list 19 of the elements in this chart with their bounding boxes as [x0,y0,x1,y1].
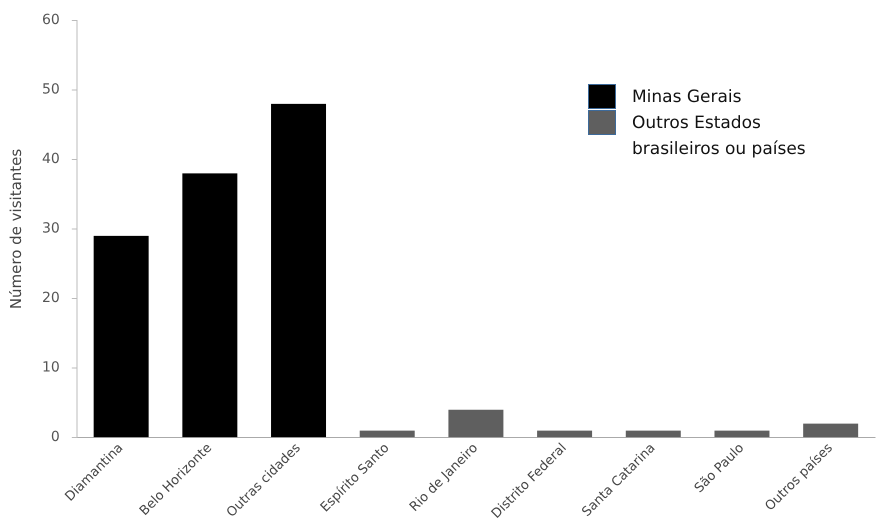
bar [360,430,415,438]
y-tick-label: 10 [42,360,60,376]
legend-label: Minas Gerais [632,86,742,109]
bar [714,430,770,438]
y-tick-label: 40 [42,151,60,168]
bar [448,410,504,438]
bar [626,430,681,438]
legend-label: Outros Estados brasileiros ou países [632,112,807,161]
y-tick-label: 0 [50,429,60,446]
y-tick-label: 60 [42,12,60,28]
bar [803,424,858,438]
y-tick-label: 50 [42,82,60,98]
y-axis-title: Número de visitantes [6,148,25,310]
bar [271,104,326,438]
y-tick-label: 20 [42,290,60,306]
y-tick-label: 30 [42,220,60,237]
bar [537,430,592,438]
bar [94,236,149,438]
bar [182,173,238,438]
